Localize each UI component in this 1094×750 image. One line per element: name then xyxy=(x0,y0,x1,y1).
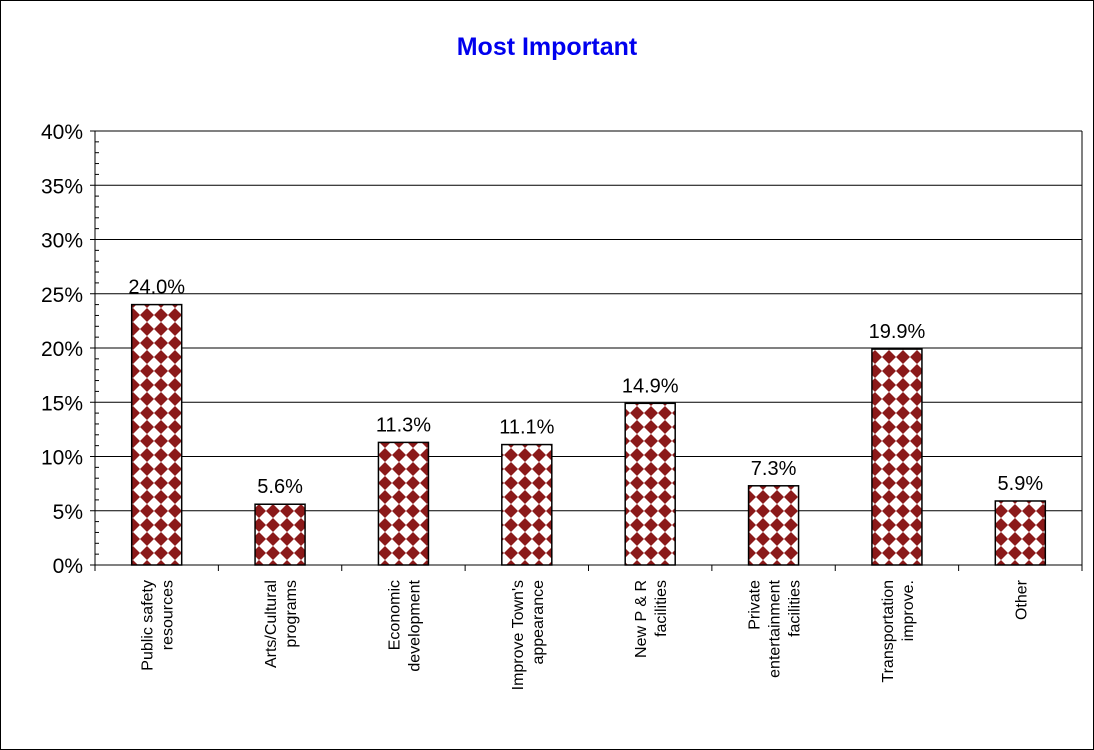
y-tick-label: 30% xyxy=(41,230,83,253)
bars xyxy=(130,303,1047,566)
category-label-line: appearance xyxy=(530,580,547,665)
category-label-line: facilities xyxy=(653,580,670,637)
category-label: Public safety resources xyxy=(140,580,177,671)
category-label: Private entertainment facilities xyxy=(747,579,804,677)
y-tick-label: 35% xyxy=(41,175,83,198)
data-label: 5.6% xyxy=(257,476,303,498)
bar xyxy=(994,500,1047,566)
category-label-line: Improve Town's xyxy=(510,580,527,690)
data-label: 5.9% xyxy=(998,473,1044,495)
category-label-line: programs xyxy=(283,580,300,648)
category-label-line: resources xyxy=(160,580,177,650)
y-tick-label: 5% xyxy=(53,501,83,524)
category-label: Economic development xyxy=(386,579,423,671)
category-label: Transportation improve. xyxy=(880,580,917,683)
data-label: 19.9% xyxy=(869,321,926,343)
bar xyxy=(254,503,306,566)
category-label-line: New P & R xyxy=(633,580,650,658)
bar xyxy=(871,348,923,566)
category-label-line: Arts/Cultural xyxy=(263,580,280,668)
category-label-line: Other xyxy=(1013,579,1030,620)
category-label-line: entertainment xyxy=(767,579,784,677)
y-tick-label: 0% xyxy=(53,555,83,578)
category-label-line: development xyxy=(406,579,423,671)
category-label-line: Economic xyxy=(386,580,403,650)
category-label: Other xyxy=(1013,579,1030,620)
y-tick-label: 20% xyxy=(41,338,83,361)
data-label: 14.9% xyxy=(622,375,679,397)
data-label: 7.3% xyxy=(751,458,797,480)
category-label-line: improve. xyxy=(900,580,917,641)
category-label: Improve Town's appearance xyxy=(510,580,547,690)
y-tick-label: 10% xyxy=(41,447,83,470)
axes xyxy=(90,130,1083,571)
bar xyxy=(377,441,430,566)
bar xyxy=(130,303,183,566)
bar xyxy=(624,402,676,566)
labels: 0% 5% 10% 15% 20% 25% 30% 35% 40% 24.0% Public saf… xyxy=(41,121,1043,690)
data-label: 11.3% xyxy=(376,414,431,436)
category-label-line: Private xyxy=(747,580,764,630)
category-label-line: Public safety xyxy=(140,580,157,671)
y-tick-label: 25% xyxy=(41,284,83,307)
bar xyxy=(747,485,800,566)
category-label: Arts/Cultural programs xyxy=(263,580,300,668)
bar xyxy=(501,443,553,566)
y-tick-label: 40% xyxy=(41,121,83,144)
y-tick-label: 15% xyxy=(41,392,83,415)
data-label: 24.0% xyxy=(128,277,185,299)
category-label-line: Transportation xyxy=(880,580,897,683)
chart-title: Most Important xyxy=(456,33,638,61)
category-label-line: facilities xyxy=(787,580,804,637)
data-label: 11.1% xyxy=(499,417,554,439)
gridlines xyxy=(95,130,1082,512)
